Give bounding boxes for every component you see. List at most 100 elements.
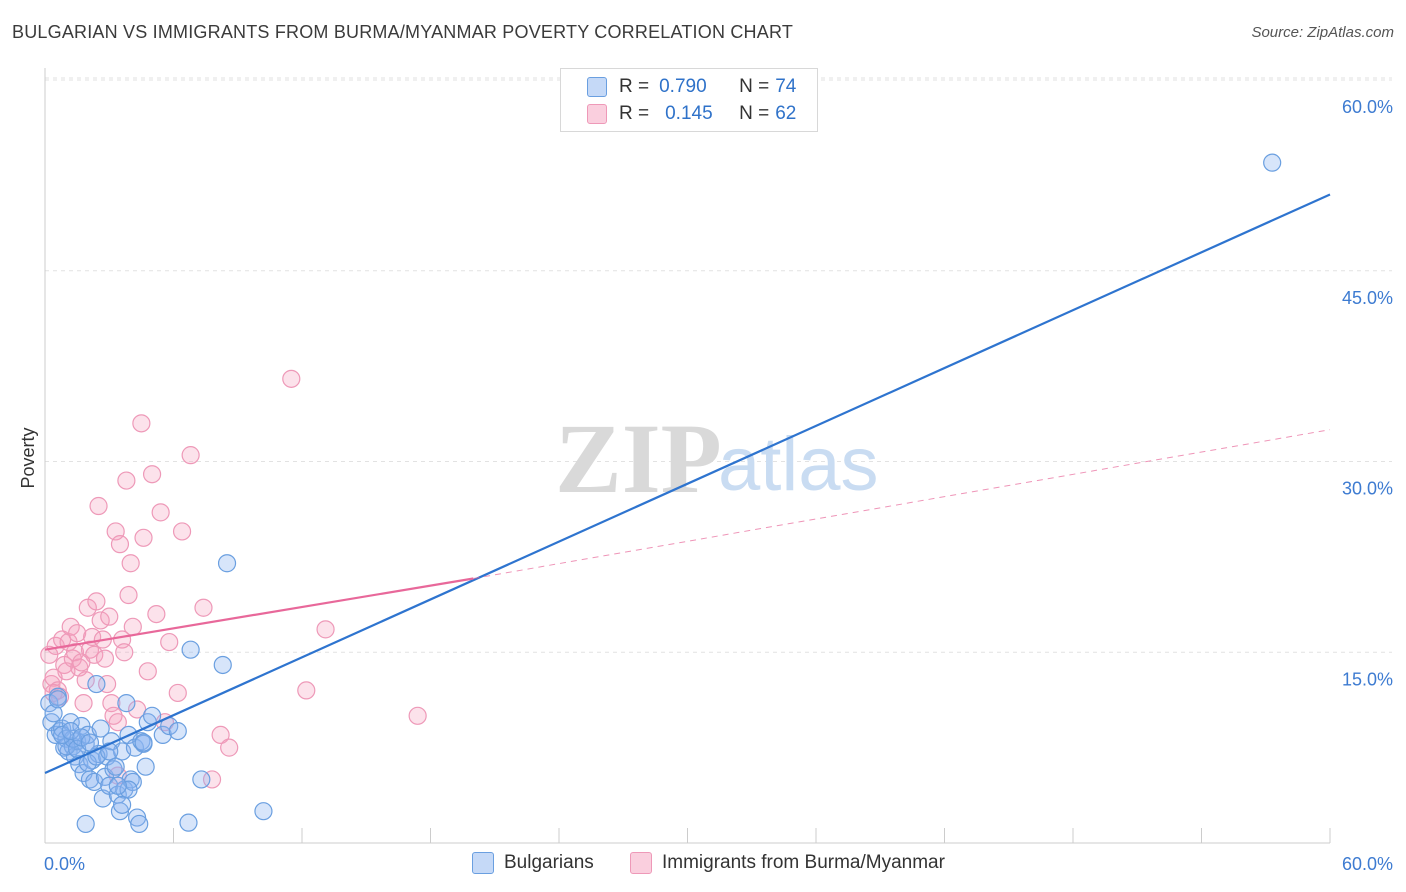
legend-item-immigrants[interactable]: Immigrants from Burma/Myanmar [630, 852, 945, 874]
x-tick-label: 60.0% [1342, 854, 1393, 874]
source-label: Source: ZipAtlas.com [1251, 24, 1394, 41]
data-point-bulgarians [61, 721, 80, 741]
data-point-immigrants [211, 725, 230, 745]
legend-r-value: 0.145 [665, 103, 713, 124]
data-point-immigrants [134, 528, 153, 547]
legend-label-immigrants: Immigrants from Burma/Myanmar [662, 852, 945, 873]
y-tick-label: 30.0% [1342, 479, 1393, 499]
data-point-bulgarians [112, 795, 132, 814]
data-point-bulgarians [85, 772, 104, 792]
data-point-bulgarians [104, 760, 123, 779]
series-legend: Bulgarians Immigrants from Burma/Myanmar [0, 852, 1406, 878]
data-point-bulgarians [91, 719, 110, 738]
y-tick-label: 45.0% [1342, 288, 1393, 308]
data-point-immigrants [160, 632, 179, 652]
data-point-bulgarians [254, 802, 273, 821]
watermark-atlas: atlas [718, 422, 879, 507]
data-point-immigrants [87, 592, 106, 611]
data-point-bulgarians [80, 733, 100, 752]
data-point-bulgarians [87, 674, 106, 694]
legend-label-bulgarians: Bulgarians [504, 852, 594, 873]
data-point-bulgarians [213, 655, 232, 675]
data-point-immigrants [168, 683, 187, 703]
data-point-bulgarians [76, 814, 95, 834]
x-tick-label: 0.0% [44, 854, 85, 874]
tick-labels: 15.0% 30.0% 45.0% 60.0% 0.0% 60.0% [44, 97, 1393, 874]
data-point-immigrants [108, 713, 127, 732]
legend-swatch-blue [472, 852, 494, 874]
data-point-immigrants [151, 503, 170, 522]
data-point-immigrants [132, 414, 151, 433]
legend-row-immigrants: R = 0.145 N = 62 [587, 102, 796, 126]
data-point-immigrants [117, 471, 136, 490]
y-tick-label: 15.0% [1342, 669, 1393, 689]
data-point-immigrants [115, 643, 134, 662]
data-point-bulgarians [48, 690, 67, 709]
data-point-immigrants [172, 522, 192, 541]
data-point-immigrants [282, 369, 301, 388]
series-immigrants-points [40, 369, 427, 789]
legend-n-label: N = [739, 103, 770, 124]
data-point-bulgarians [217, 554, 237, 573]
legend-r-label: R = [619, 76, 650, 97]
data-point-immigrants [76, 671, 95, 690]
data-point-bulgarians [192, 770, 211, 789]
data-point-immigrants [74, 694, 93, 713]
data-point-immigrants [220, 738, 239, 757]
data-point-immigrants [142, 465, 162, 484]
data-point-bulgarians [44, 704, 63, 723]
data-point-bulgarians [179, 813, 198, 832]
data-point-immigrants [119, 585, 138, 605]
data-point-bulgarians [72, 728, 91, 747]
data-point-immigrants [85, 645, 104, 664]
data-point-bulgarians [153, 725, 172, 745]
data-point-immigrants [95, 649, 115, 668]
data-point-bulgarians [1263, 153, 1282, 172]
data-point-immigrants [110, 535, 130, 554]
data-point-immigrants [408, 706, 427, 725]
data-point-bulgarians [100, 742, 119, 761]
legend-n-value: 74 [775, 76, 797, 97]
data-point-bulgarians [181, 640, 200, 659]
data-point-bulgarians [119, 780, 138, 799]
data-point-immigrants [181, 446, 200, 465]
data-point-bulgarians [117, 694, 136, 713]
data-point-immigrants [40, 645, 59, 664]
chart-title: BULGARIAN VS IMMIGRANTS FROM BURMA/MYANM… [12, 22, 794, 42]
legend-swatch-pink [630, 852, 652, 874]
legend-n-value: 62 [775, 103, 797, 124]
trend-line-immigrants-extension [473, 429, 1331, 579]
data-point-immigrants [316, 620, 335, 639]
y-axis-title: Poverty [18, 427, 38, 488]
data-point-immigrants [91, 611, 110, 630]
data-point-immigrants [138, 662, 157, 681]
data-point-bulgarians [136, 757, 155, 776]
legend-n-label: N = [739, 76, 770, 97]
correlation-legend: R = 0.790 N = 74 R = 0.145 N = 62 [560, 68, 818, 132]
trend-line-bulgarians [44, 193, 1331, 775]
data-point-immigrants [89, 496, 108, 516]
series-bulgarians-points [40, 153, 1282, 834]
data-point-immigrants [202, 770, 222, 789]
data-point-bulgarians [168, 721, 187, 741]
data-point-bulgarians [108, 776, 127, 795]
legend-swatch-blue [587, 77, 607, 97]
data-point-immigrants [98, 674, 117, 694]
legend-item-bulgarians[interactable]: Bulgarians [472, 852, 594, 874]
data-point-bulgarians [106, 757, 125, 776]
watermark-zip: ZIP [555, 403, 722, 514]
watermark: ZIP atlas [555, 403, 879, 514]
data-point-immigrants [68, 624, 87, 643]
gridlines [45, 77, 1392, 653]
legend-swatch-pink [587, 104, 607, 124]
legend-r-label: R = [619, 103, 650, 124]
legend-row-bulgarians: R = 0.790 N = 74 [587, 75, 796, 99]
trend-line-immigrants [44, 577, 474, 651]
data-point-bulgarians [134, 733, 153, 752]
data-point-immigrants [194, 598, 213, 617]
data-point-bulgarians [53, 725, 72, 745]
trend-lines [44, 193, 1331, 775]
data-point-bulgarians [130, 814, 149, 834]
data-point-immigrants [100, 607, 119, 626]
